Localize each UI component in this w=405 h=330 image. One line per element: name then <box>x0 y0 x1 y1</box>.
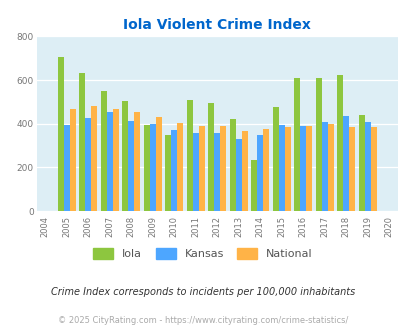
Bar <box>364 121 370 211</box>
Bar <box>342 116 348 211</box>
Bar <box>327 123 333 211</box>
Bar <box>198 126 204 211</box>
Bar <box>251 160 257 211</box>
Bar <box>122 101 128 211</box>
Bar <box>262 129 269 211</box>
Bar <box>149 124 155 211</box>
Bar <box>220 126 226 211</box>
Bar <box>214 133 220 211</box>
Bar <box>257 135 262 211</box>
Text: © 2025 CityRating.com - https://www.cityrating.com/crime-statistics/: © 2025 CityRating.com - https://www.city… <box>58 316 347 325</box>
Bar <box>337 75 342 211</box>
Bar <box>64 125 70 211</box>
Bar <box>235 139 241 211</box>
Title: Iola Violent Crime Index: Iola Violent Crime Index <box>123 18 310 32</box>
Bar <box>272 107 278 211</box>
Bar <box>208 103 214 211</box>
Bar <box>177 123 183 211</box>
Bar <box>70 109 75 211</box>
Bar <box>348 127 354 211</box>
Bar <box>128 121 134 211</box>
Bar <box>358 115 364 211</box>
Bar <box>143 125 149 211</box>
Bar <box>85 118 91 211</box>
Text: Crime Index corresponds to incidents per 100,000 inhabitants: Crime Index corresponds to incidents per… <box>51 287 354 297</box>
Bar <box>79 74 85 211</box>
Legend: Iola, Kansas, National: Iola, Kansas, National <box>89 244 316 263</box>
Bar <box>171 130 177 211</box>
Bar <box>299 126 305 211</box>
Bar <box>113 109 118 211</box>
Bar <box>278 125 284 211</box>
Bar <box>107 113 113 211</box>
Bar <box>241 131 247 211</box>
Bar <box>284 127 290 211</box>
Bar <box>165 135 171 211</box>
Bar <box>91 107 97 211</box>
Bar <box>186 100 192 211</box>
Bar <box>294 78 299 211</box>
Bar <box>134 112 140 211</box>
Bar <box>100 91 107 211</box>
Bar <box>155 117 161 211</box>
Bar <box>192 133 198 211</box>
Bar <box>229 119 235 211</box>
Bar <box>305 126 311 211</box>
Bar <box>321 122 327 211</box>
Bar <box>315 79 321 211</box>
Bar <box>58 57 64 211</box>
Bar <box>370 127 376 211</box>
